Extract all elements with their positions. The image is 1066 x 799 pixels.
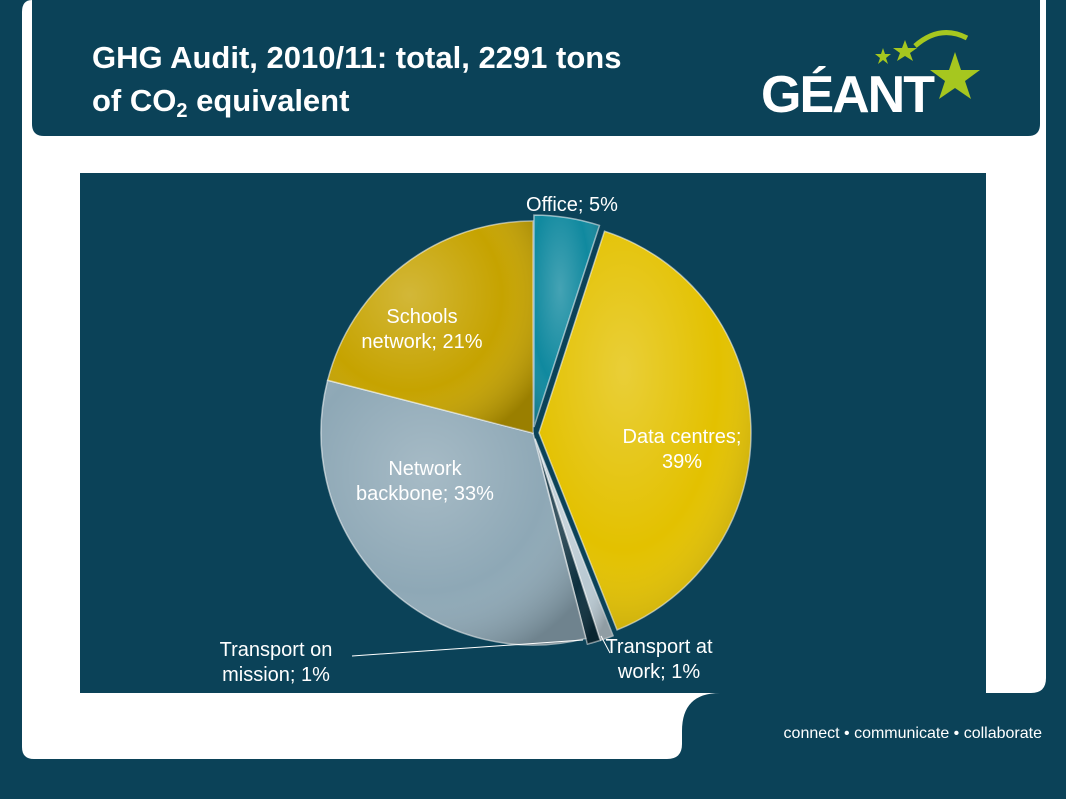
pie-slice-shading xyxy=(327,221,533,433)
pie-slice-shading xyxy=(534,438,601,645)
title-subscript: 2 xyxy=(176,100,188,122)
slice-label-schools-network: Schools network; 21% xyxy=(361,306,482,353)
slice-label-transport-on-mission: Transport on mission; 1% xyxy=(220,639,333,686)
pie-slice-shading xyxy=(538,231,751,630)
slide-title: GHG Audit, 2010/11: total, 2291 tons of … xyxy=(92,36,752,122)
header-band xyxy=(32,0,1040,136)
star-icon xyxy=(930,52,980,99)
small-star-icon-2 xyxy=(875,48,891,64)
leader-lines xyxy=(351,635,611,657)
small-star-icon xyxy=(893,40,917,61)
slice-labels: Office; 5% Data centres; 39% Transport at wo… xyxy=(220,194,742,686)
title-line-1: GHG Audit, 2010/11: total, 2291 tons xyxy=(92,40,622,75)
slice-label-network-backbone: Network backbone; 33% xyxy=(356,458,494,505)
slice-label-office: Office; 5% xyxy=(526,194,618,216)
pie-slice-shading xyxy=(320,380,586,645)
pie-slices xyxy=(320,214,752,646)
pie-slice-shading xyxy=(533,215,600,428)
title-line-2-suffix: equivalent xyxy=(187,83,350,118)
slice-label-data-centres: Data centres; 39% xyxy=(623,426,742,473)
leader-line xyxy=(600,635,611,654)
logo-text: GÉANT xyxy=(761,66,935,124)
geant-logo: GÉANT xyxy=(761,30,980,124)
title-line-2-prefix: of CO xyxy=(92,83,177,118)
pie-chart: Office; 5% Data centres; 39% Transport at wo… xyxy=(80,173,986,693)
leader-line xyxy=(351,639,584,657)
slice-label-transport-at-work: Transport at work; 1% xyxy=(605,636,713,683)
pie-slice-shading xyxy=(535,438,614,641)
footer-tagline: connect • communicate • collaborate xyxy=(783,725,1042,742)
swoosh-icon xyxy=(913,30,969,48)
